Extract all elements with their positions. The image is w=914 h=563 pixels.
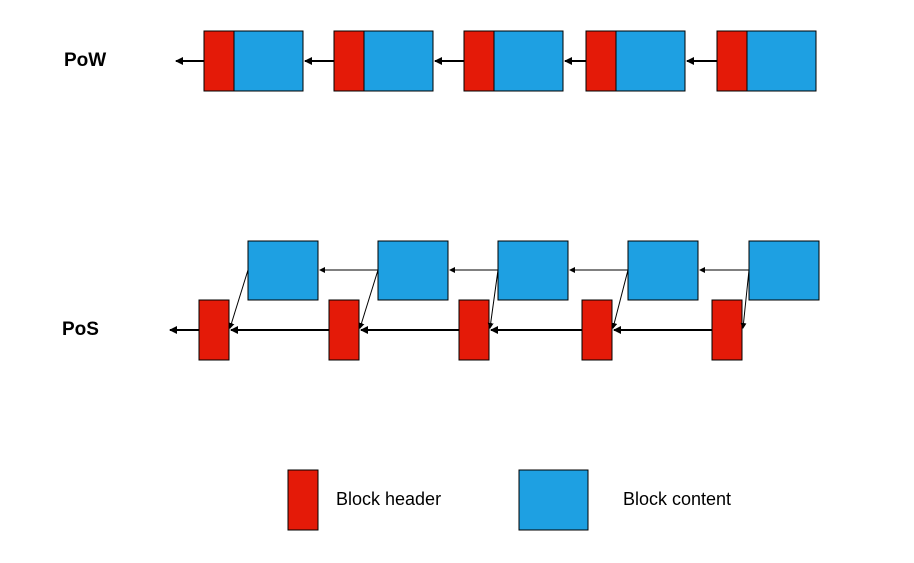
pos-block-4-content [627,240,699,301]
legend-header-swatch [287,469,319,531]
pow-block-3-content [493,30,564,92]
pow-block-3-header [463,30,495,92]
pos-chain [169,240,820,361]
pos-block-1-content [247,240,319,301]
pos-link-content-2-to-header-2 [358,269,379,329]
legend-header-label: Block header [336,489,442,509]
pos-block-3-header [458,299,490,361]
pos-block-1-header [198,299,230,361]
pos-block-5-content [748,240,820,301]
pos-block-5-header [711,299,743,361]
legend-content-label: Block content [623,489,732,509]
pos-label: PoS [62,319,99,340]
pos-link-content-4-to-header-4 [611,269,629,329]
legend [287,469,589,531]
pow-block-5 [716,30,817,92]
legend-content-swatch [518,469,589,531]
pow-block-2-content [363,30,434,92]
pow-block-2 [333,30,434,92]
pos-link-content-1-to-header-1 [228,269,249,329]
pow-block-2-header [333,30,365,92]
pow-block-5-content [746,30,817,92]
pow-block-4 [585,30,686,92]
pow-label: PoW [64,50,107,71]
pow-block-1-content [233,30,304,92]
pos-block-2-content [377,240,449,301]
pow-block-4-header [585,30,617,92]
pow-block-1 [203,30,304,92]
pos-link-content-5-to-header-5 [740,269,750,329]
pow-chain [175,30,817,92]
pos-block-4-header [581,299,613,361]
pow-block-3 [463,30,564,92]
pow-block-1-header [203,30,235,92]
pos-block-2-header [328,299,360,361]
pow-block-4-content [615,30,686,92]
pow-block-5-header [716,30,748,92]
pos-block-3-content [497,240,569,301]
pos-link-content-3-to-header-3 [487,269,499,329]
